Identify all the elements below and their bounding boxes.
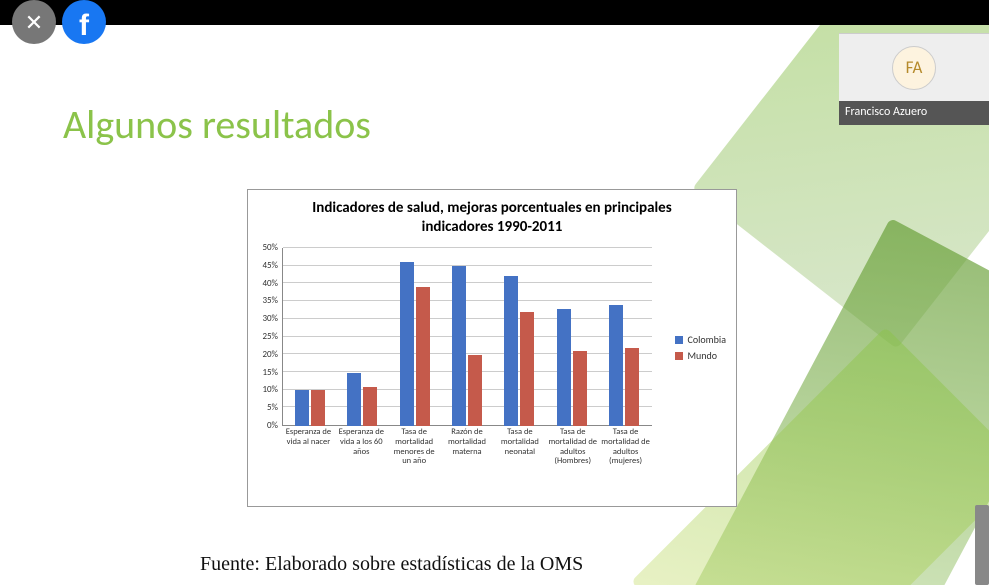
y-tick-label: 35%: [248, 295, 278, 306]
bar: [625, 348, 639, 426]
bar-group: [441, 248, 493, 426]
y-tick-label: 5%: [248, 402, 278, 413]
y-tick-label: 25%: [248, 331, 278, 342]
bar: [468, 355, 482, 426]
facebook-f-icon: f: [79, 9, 89, 43]
bar-group: [389, 248, 441, 426]
legend-label: Mundo: [687, 349, 717, 362]
top-blackbar: [0, 0, 989, 25]
bar-group: [598, 248, 650, 426]
bar-group: [336, 248, 388, 426]
facebook-logo[interactable]: f: [62, 0, 106, 44]
bar-group: [284, 248, 336, 426]
bar: [295, 390, 309, 426]
bar: [363, 387, 377, 426]
decor-leaf-2: [693, 218, 989, 585]
bar-group: [545, 248, 597, 426]
x-tick-label: Tasa de mortalidad de adultos (Hombres): [546, 428, 599, 467]
scrollbar-thumb[interactable]: [975, 505, 989, 585]
participant-name: Francisco Azuero: [839, 101, 989, 125]
x-tick-label: Tasa de mortalidad de adultos (mujeres): [599, 428, 652, 467]
bar: [416, 287, 430, 426]
y-tick-label: 30%: [248, 313, 278, 324]
chart-source: Fuente: Elaborado sobre estadísticas de …: [200, 553, 583, 576]
x-tick-label: Tasa de mortalidad menores de un año: [388, 428, 441, 467]
legend-item: Mundo: [675, 349, 726, 362]
close-icon: ✕: [25, 9, 43, 36]
slide-title: Algunos resultados: [63, 100, 371, 149]
chart-plot-area: 0%5%10%15%20%25%30%35%40%45%50%: [282, 248, 652, 426]
legend-swatch: [675, 336, 683, 344]
bar: [520, 312, 534, 426]
y-tick-label: 40%: [248, 278, 278, 289]
x-tick-label: Tasa de mortalidad neonatal: [493, 428, 546, 467]
y-tick-label: 15%: [248, 367, 278, 378]
x-tick-label: Esperanza de vida al nacer: [282, 428, 335, 467]
legend-item: Colombia: [675, 333, 726, 346]
close-button[interactable]: ✕: [12, 0, 56, 44]
y-tick-label: 50%: [248, 242, 278, 253]
bar: [400, 262, 414, 426]
participant-video: FA: [839, 33, 989, 101]
chart-legend: Colombia Mundo: [675, 330, 726, 365]
y-tick-label: 0%: [248, 420, 278, 431]
bar: [504, 276, 518, 426]
bar: [609, 305, 623, 426]
avatar: FA: [892, 46, 936, 90]
bar: [347, 373, 361, 426]
y-tick-label: 20%: [248, 349, 278, 360]
x-tick-label: Esperanza de vida a los 60 años: [335, 428, 388, 467]
chart-container: Indicadores de salud, mejoras porcentual…: [247, 189, 737, 507]
bar-group: [493, 248, 545, 426]
y-tick-label: 45%: [248, 260, 278, 271]
legend-swatch: [675, 352, 683, 360]
bar: [452, 266, 466, 426]
bar: [557, 309, 571, 426]
x-tick-label: Razón de mortalidad materna: [441, 428, 494, 467]
legend-label: Colombia: [687, 333, 726, 346]
y-tick-label: 10%: [248, 384, 278, 395]
bar: [311, 390, 325, 426]
bar: [573, 351, 587, 426]
chart-x-labels: Esperanza de vida al nacerEsperanza de v…: [282, 428, 652, 467]
chart-title: Indicadores de salud, mejoras porcentual…: [248, 190, 736, 239]
participant-tile[interactable]: FA Francisco Azuero: [839, 33, 989, 125]
